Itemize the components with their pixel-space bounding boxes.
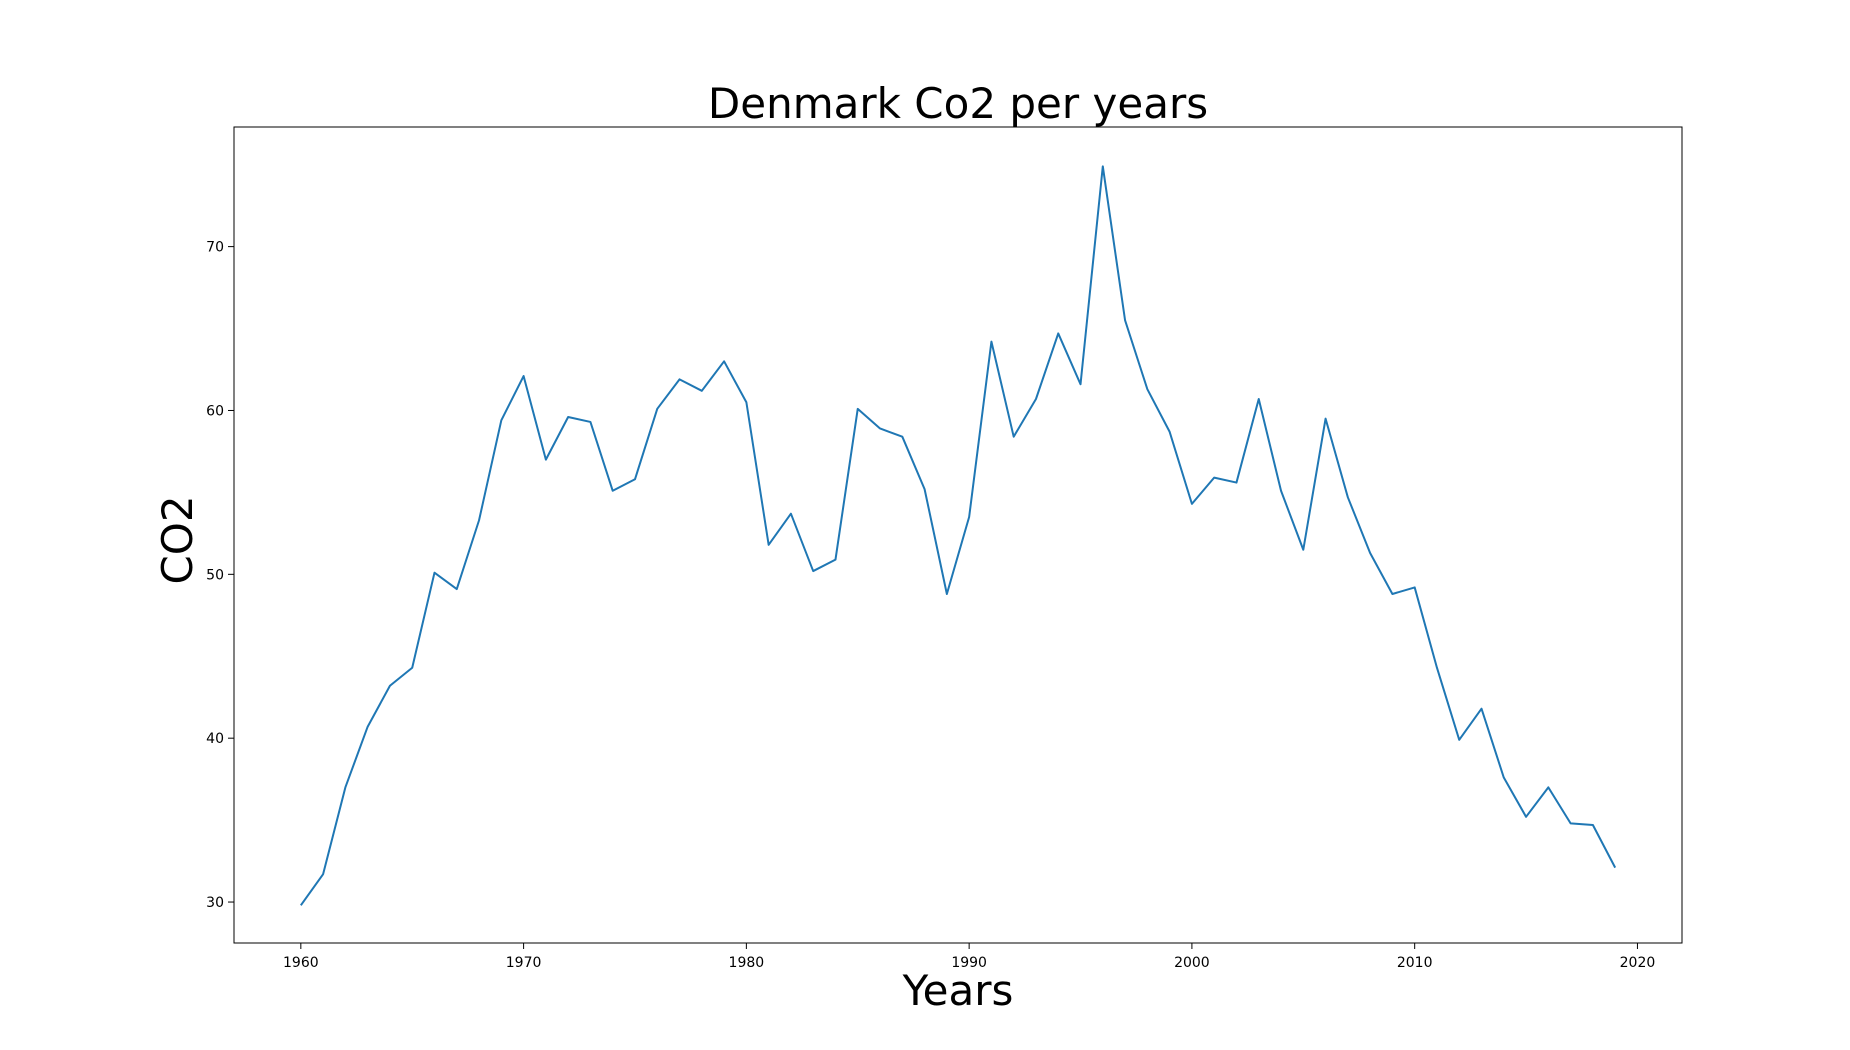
x-tick-label: 1970 (506, 955, 542, 971)
y-tick-label: 30 (206, 895, 224, 911)
y-tick-label: 50 (206, 567, 224, 583)
x-axis-label: Years (902, 966, 1014, 1015)
y-tick-label: 70 (206, 240, 224, 256)
series-line (300, 165, 1617, 906)
x-axis: 1960 1970 1980 1990 2000 2010 2020 (283, 943, 1655, 971)
chart-title: Denmark Co2 per years (708, 79, 1208, 128)
plot-area-frame (233, 126, 1683, 944)
y-axis-label: CO2 (153, 495, 202, 584)
x-tick-label: 1980 (729, 955, 765, 971)
x-tick-label: 2020 (1620, 955, 1656, 971)
x-tick-label: 2010 (1397, 955, 1433, 971)
x-tick-label: 1960 (283, 955, 319, 971)
x-tick-label: 1990 (951, 955, 987, 971)
y-tick-label: 60 (206, 403, 224, 419)
x-tick-label: 2000 (1174, 955, 1210, 971)
y-axis: 30 40 50 60 70 (206, 240, 234, 911)
y-tick-label: 40 (206, 731, 224, 747)
